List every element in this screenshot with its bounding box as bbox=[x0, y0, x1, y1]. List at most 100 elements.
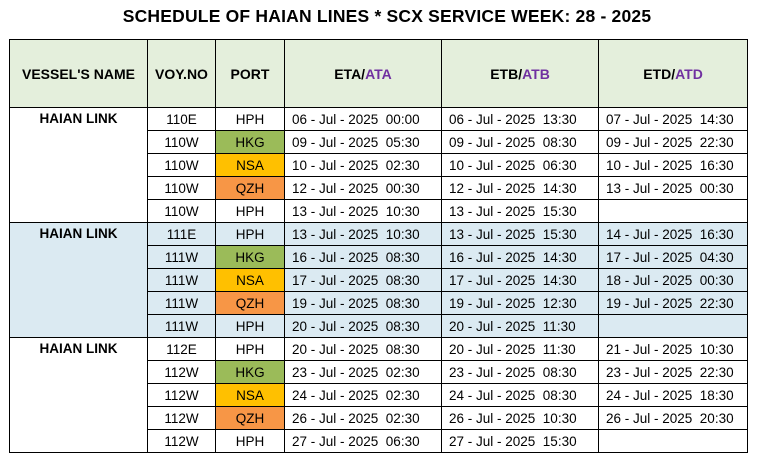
voyage-number: 112W bbox=[147, 429, 216, 453]
etb-cell: 26 - Jul - 2025 10:30 bbox=[441, 406, 599, 430]
etd-cell: 14 - Jul - 2025 16:30 bbox=[598, 222, 748, 246]
table-row: 111W NSA 17 - Jul - 2025 08:30 17 - Jul - 2… bbox=[10, 268, 748, 292]
etd-cell: 21 - Jul - 2025 10:30 bbox=[598, 337, 748, 361]
voyage-number: 112W bbox=[147, 406, 216, 430]
port-cell: HPH bbox=[215, 337, 285, 361]
etd-cell: 24 - Jul - 2025 18:30 bbox=[598, 383, 748, 407]
header-atd-label: ATD bbox=[675, 65, 703, 82]
port-cell: NSA bbox=[215, 153, 285, 177]
port-cell: HKG bbox=[215, 245, 285, 269]
port-cell: NSA bbox=[215, 383, 285, 407]
port-cell: QZH bbox=[215, 406, 285, 430]
eta-cell: 13 - Jul - 2025 10:30 bbox=[284, 222, 442, 246]
voyage-number: 111W bbox=[147, 268, 216, 292]
table-row: HAIAN LINK 111E HPH 13 - Jul - 2025 10:30 13… bbox=[9, 222, 748, 338]
table-row: 111W HPH 20 - Jul - 2025 08:30 20 - Jul - 2… bbox=[10, 314, 748, 338]
vessel-name: HAIAN LINK bbox=[9, 107, 148, 223]
eta-cell: 09 - Jul - 2025 05:30 bbox=[284, 130, 442, 154]
table-row: HAIAN LINK 110E HPH 06 - Jul - 2025 00:00 06… bbox=[9, 107, 748, 223]
etd-cell bbox=[598, 199, 748, 223]
voyage-number: 111E bbox=[147, 222, 216, 246]
page-title: SCHEDULE OF HAIAN LINES * SCX SERVICE WE… bbox=[122, 6, 652, 26]
vessel-name: HAIAN LINK bbox=[9, 222, 148, 338]
etd-cell bbox=[598, 314, 748, 338]
etb-cell: 16 - Jul - 2025 14:30 bbox=[441, 245, 599, 269]
port-cell: HPH bbox=[215, 429, 285, 453]
header-voy: VOY.NO bbox=[147, 39, 216, 108]
etd-cell: 18 - Jul - 2025 00:30 bbox=[598, 268, 748, 292]
voyage-number: 110W bbox=[147, 153, 216, 177]
eta-cell: 26 - Jul - 2025 02:30 bbox=[284, 406, 442, 430]
vessel-name: HAIAN LINK bbox=[9, 337, 148, 453]
eta-cell: 12 - Jul - 2025 00:30 bbox=[284, 176, 442, 200]
eta-cell: 16 - Jul - 2025 08:30 bbox=[284, 245, 442, 269]
port-cell: HKG bbox=[215, 130, 285, 154]
table-row: 112W HPH 27 - Jul - 2025 06:30 27 - Jul - 2… bbox=[10, 429, 748, 453]
eta-cell: 20 - Jul - 2025 08:30 bbox=[284, 337, 442, 361]
etd-cell: 23 - Jul - 2025 22:30 bbox=[598, 360, 748, 384]
header-eta: ETA/ATA bbox=[284, 39, 442, 108]
etb-cell: 27 - Jul - 2025 15:30 bbox=[441, 429, 599, 453]
header-etb: ETB/ATB bbox=[441, 39, 599, 108]
voyage-number: 111W bbox=[147, 245, 216, 269]
etd-cell: 07 - Jul - 2025 14:30 bbox=[598, 107, 748, 131]
eta-cell: 24 - Jul - 2025 02:30 bbox=[284, 383, 442, 407]
header-vessel: VESSEL'S NAME bbox=[9, 39, 148, 108]
etd-cell: 09 - Jul - 2025 22:30 bbox=[598, 130, 748, 154]
voyage-number: 112E bbox=[147, 337, 216, 361]
etb-cell: 12 - Jul - 2025 14:30 bbox=[441, 176, 599, 200]
voyage-number: 111W bbox=[147, 314, 216, 338]
header-row: VESSEL'S NAME VOY.NO PORT ETA/ATA ETB/AT… bbox=[9, 39, 748, 108]
header-eta-label: ETA/ bbox=[334, 65, 366, 82]
etd-cell bbox=[598, 429, 748, 453]
port-cell: QZH bbox=[215, 176, 285, 200]
etb-cell: 20 - Jul - 2025 11:30 bbox=[441, 337, 599, 361]
eta-cell: 23 - Jul - 2025 02:30 bbox=[284, 360, 442, 384]
etb-cell: 13 - Jul - 2025 15:30 bbox=[441, 222, 599, 246]
schedule-table: VESSEL'S NAME VOY.NO PORT ETA/ATA ETB/AT… bbox=[9, 39, 748, 453]
table-row: 111W QZH 19 - Jul - 2025 08:30 19 - Jul - 2… bbox=[10, 291, 748, 315]
etd-cell: 17 - Jul - 2025 04:30 bbox=[598, 245, 748, 269]
voyage-number: 110W bbox=[147, 130, 216, 154]
table-row: 112W HKG 23 - Jul - 2025 02:30 23 - Jul - 2… bbox=[10, 360, 748, 384]
voyage-number: 110W bbox=[147, 176, 216, 200]
etb-cell: 06 - Jul - 2025 13:30 bbox=[441, 107, 599, 131]
etb-cell: 20 - Jul - 2025 11:30 bbox=[441, 314, 599, 338]
voyage-number: 110E bbox=[147, 107, 216, 131]
etb-cell: 13 - Jul - 2025 15:30 bbox=[441, 199, 599, 223]
eta-cell: 27 - Jul - 2025 06:30 bbox=[284, 429, 442, 453]
eta-cell: 17 - Jul - 2025 08:30 bbox=[284, 268, 442, 292]
table-row: 110W QZH 12 - Jul - 2025 00:30 12 - Jul - 2… bbox=[10, 176, 748, 200]
port-cell: QZH bbox=[215, 291, 285, 315]
etd-cell: 19 - Jul - 2025 22:30 bbox=[598, 291, 748, 315]
etd-cell: 10 - Jul - 2025 16:30 bbox=[598, 153, 748, 177]
header-port: PORT bbox=[215, 39, 285, 108]
etb-cell: 17 - Jul - 2025 14:30 bbox=[441, 268, 599, 292]
port-cell: HPH bbox=[215, 222, 285, 246]
etb-cell: 23 - Jul - 2025 08:30 bbox=[441, 360, 599, 384]
header-etd-label: ETD/ bbox=[643, 65, 676, 82]
eta-cell: 10 - Jul - 2025 02:30 bbox=[284, 153, 442, 177]
etd-cell: 26 - Jul - 2025 20:30 bbox=[598, 406, 748, 430]
voyage-number: 110W bbox=[147, 199, 216, 223]
etb-cell: 19 - Jul - 2025 12:30 bbox=[441, 291, 599, 315]
voyage-number: 112W bbox=[147, 383, 216, 407]
eta-cell: 19 - Jul - 2025 08:30 bbox=[284, 291, 442, 315]
port-cell: HPH bbox=[215, 107, 285, 131]
etb-cell: 10 - Jul - 2025 06:30 bbox=[441, 153, 599, 177]
table-row: 112W NSA 24 - Jul - 2025 02:30 24 - Jul - 2… bbox=[10, 383, 748, 407]
table-row: 110W NSA 10 - Jul - 2025 02:30 10 - Jul - 2… bbox=[10, 153, 748, 177]
eta-cell: 06 - Jul - 2025 00:00 bbox=[284, 107, 442, 131]
table-row: 111W HKG 16 - Jul - 2025 08:30 16 - Jul - 2… bbox=[10, 245, 748, 269]
header-ata-label: ATA bbox=[365, 65, 392, 82]
table-row: HAIAN LINK 112E HPH 20 - Jul - 2025 08:30 20… bbox=[9, 337, 748, 453]
port-cell: HPH bbox=[215, 199, 285, 223]
etd-cell: 13 - Jul - 2025 00:30 bbox=[598, 176, 748, 200]
port-cell: NSA bbox=[215, 268, 285, 292]
header-etd: ETD/ATD bbox=[598, 39, 748, 108]
etb-cell: 24 - Jul - 2025 08:30 bbox=[441, 383, 599, 407]
port-cell: HPH bbox=[215, 314, 285, 338]
port-cell: HKG bbox=[215, 360, 285, 384]
header-atb-label: ATB bbox=[522, 65, 550, 82]
voyage-number: 111W bbox=[147, 291, 216, 315]
